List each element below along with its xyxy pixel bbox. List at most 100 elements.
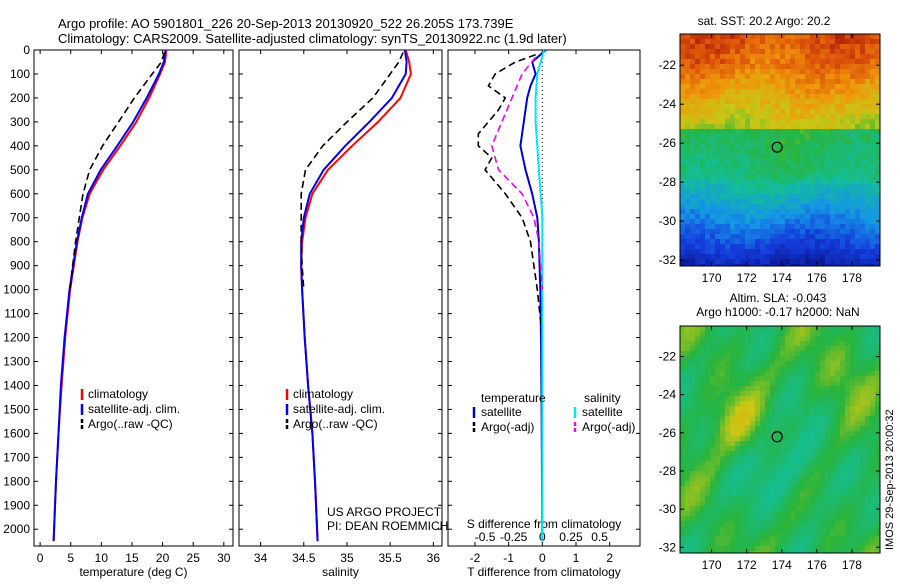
difference-profile-series-3 <box>490 56 544 290</box>
sla-map-ytick-label: -28 <box>659 464 677 478</box>
salinity-profile-xtick-label: 36 <box>427 551 441 565</box>
temperature-profile-xtick-label: 20 <box>156 551 170 565</box>
depth-tick-label: 100 <box>10 67 30 81</box>
annotation-pi: PI: DEAN ROEMMICH <box>327 519 448 533</box>
legend-label: Argo(-adj) <box>582 420 635 434</box>
difference-profile-x2label: S difference from climatology <box>467 517 622 531</box>
temperature-profile-series-1 <box>52 49 167 542</box>
sla-map-ytick-label: -24 <box>659 388 677 402</box>
depth-tick-label: 1700 <box>3 450 30 464</box>
temperature-profile-series-0 <box>52 49 168 542</box>
salinity-profile-series-1 <box>300 49 408 542</box>
difference-profile-series-2 <box>534 49 545 542</box>
salinity-profile-series-0 <box>300 49 412 542</box>
sla-map-frame <box>679 325 881 554</box>
sst-map-frame <box>679 33 881 267</box>
salinity-profile-frame <box>238 49 443 547</box>
depth-tick-label: 500 <box>10 163 30 177</box>
temperature-profile-xtick-label: 5 <box>67 551 74 565</box>
temperature-profile-frame <box>33 49 234 547</box>
depth-tick-label: 1600 <box>3 426 30 440</box>
header-line-1: Argo profile: AO 5901801_226 20-Sep-2013… <box>58 16 514 31</box>
difference-profile-xtick-label: 0 <box>539 551 546 565</box>
difference-profile-xtick-label: 2 <box>606 551 613 565</box>
legend-label: Argo(..raw -QC) <box>88 417 173 431</box>
depth-tick-label: 200 <box>10 91 30 105</box>
depth-tick-label: 1200 <box>3 331 30 345</box>
sla-map-ytick-label: -22 <box>659 350 677 364</box>
sla-map-ytick-label: -30 <box>659 502 677 516</box>
legend-label: satellite <box>582 405 623 419</box>
legend-label: Argo(..raw -QC) <box>293 417 378 431</box>
sla-map-ytick-label: -32 <box>659 540 677 554</box>
depth-tick-label: 1800 <box>3 474 30 488</box>
sst-map-xtick-label: 170 <box>702 271 722 285</box>
sst-map-ytick-label: -32 <box>659 253 677 267</box>
sst-map-ytick-label: -22 <box>659 58 677 72</box>
legend-salinity-heading: salinity <box>584 391 621 405</box>
sla-map-xtick-label: 178 <box>842 558 862 572</box>
salinity-profile-xtick-label: 35.5 <box>378 551 402 565</box>
depth-tick-label: 300 <box>10 115 30 129</box>
sst-map-xtick-label: 174 <box>772 271 792 285</box>
difference-profile-series-0 <box>519 49 547 542</box>
sla-map-title-2: Argo h1000: -0.17 h2000: NaN <box>696 305 859 319</box>
depth-tick-label: 400 <box>10 139 30 153</box>
sla-map-xtick-label: 176 <box>807 558 827 572</box>
depth-tick-label: 700 <box>10 211 30 225</box>
depth-tick-label: 1500 <box>3 402 30 416</box>
legend-label: climatology <box>293 387 353 401</box>
temperature-profile-xtick-label: 25 <box>187 551 201 565</box>
difference-profile-series-1 <box>477 54 544 338</box>
sla-map-xtick-label: 172 <box>737 558 757 572</box>
sst-map-ytick-label: -28 <box>659 175 677 189</box>
imos-timestamp: IMOS 29-Sep-2013 20:00:32 <box>884 409 896 550</box>
difference-profile-xtick-label: -1 <box>503 551 514 565</box>
sst-map-title: sat. SST: 20.2 Argo: 20.2 <box>698 14 831 28</box>
temperature-profile-series-2 <box>69 52 166 290</box>
difference-profile-x2tick-label: 0.5 <box>591 530 608 544</box>
salinity-profile-xlabel: salinity <box>322 565 359 579</box>
temperature-profile-xlabel: temperature (deg C) <box>79 565 187 579</box>
difference-profile-xlabel: T difference from climatology <box>467 565 621 579</box>
salinity-profile-series-2 <box>300 52 404 290</box>
depth-tick-label: 1300 <box>3 354 30 368</box>
sst-map-xtick-label: 172 <box>737 271 757 285</box>
depth-tick-label: 1900 <box>3 498 30 512</box>
sla-map-xtick-label: 170 <box>702 558 722 572</box>
difference-profile-x2tick-label: -0.5 <box>475 530 496 544</box>
difference-profile-x2tick-label: -0.25 <box>500 530 528 544</box>
depth-tick-label: 600 <box>10 187 30 201</box>
legend-label: satellite-adj. clim. <box>88 402 180 416</box>
depth-tick-label: 0 <box>23 43 30 57</box>
depth-tick-label: 900 <box>10 259 30 273</box>
sla-map-xtick-label: 174 <box>772 558 792 572</box>
difference-profile-frame <box>447 49 641 547</box>
temperature-profile-xtick-label: 15 <box>125 551 139 565</box>
depth-tick-label: 1000 <box>3 283 30 297</box>
depth-tick-label: 1400 <box>3 378 30 392</box>
legend-label: Argo(-adj) <box>481 420 534 434</box>
sst-map-xtick-label: 176 <box>807 271 827 285</box>
temperature-profile-xtick-label: 0 <box>37 551 44 565</box>
sla-map-heatmap <box>680 326 881 554</box>
difference-profile-xtick-label: 1 <box>573 551 580 565</box>
legend-label: climatology <box>88 387 148 401</box>
legend-label: satellite-adj. clim. <box>293 402 385 416</box>
sst-map-ytick-label: -30 <box>659 214 677 228</box>
temperature-profile-xtick-label: 10 <box>95 551 109 565</box>
salinity-profile-xtick-label: 34 <box>254 551 268 565</box>
sst-map-heatmap <box>680 34 881 267</box>
legend-temperature-heading: temperature <box>481 391 546 405</box>
sst-map-argo-marker <box>771 141 783 153</box>
difference-profile-xtick-label: -2 <box>470 551 481 565</box>
legend-label: satellite <box>481 405 522 419</box>
difference-profile-x2tick-label: 0.25 <box>559 530 583 544</box>
sst-map-ytick-label: -24 <box>659 97 677 111</box>
sst-map-ytick-label: -26 <box>659 136 677 150</box>
depth-tick-label: 800 <box>10 235 30 249</box>
annotation-project: US ARGO PROJECT <box>327 505 442 519</box>
sla-map-ytick-label: -26 <box>659 426 677 440</box>
